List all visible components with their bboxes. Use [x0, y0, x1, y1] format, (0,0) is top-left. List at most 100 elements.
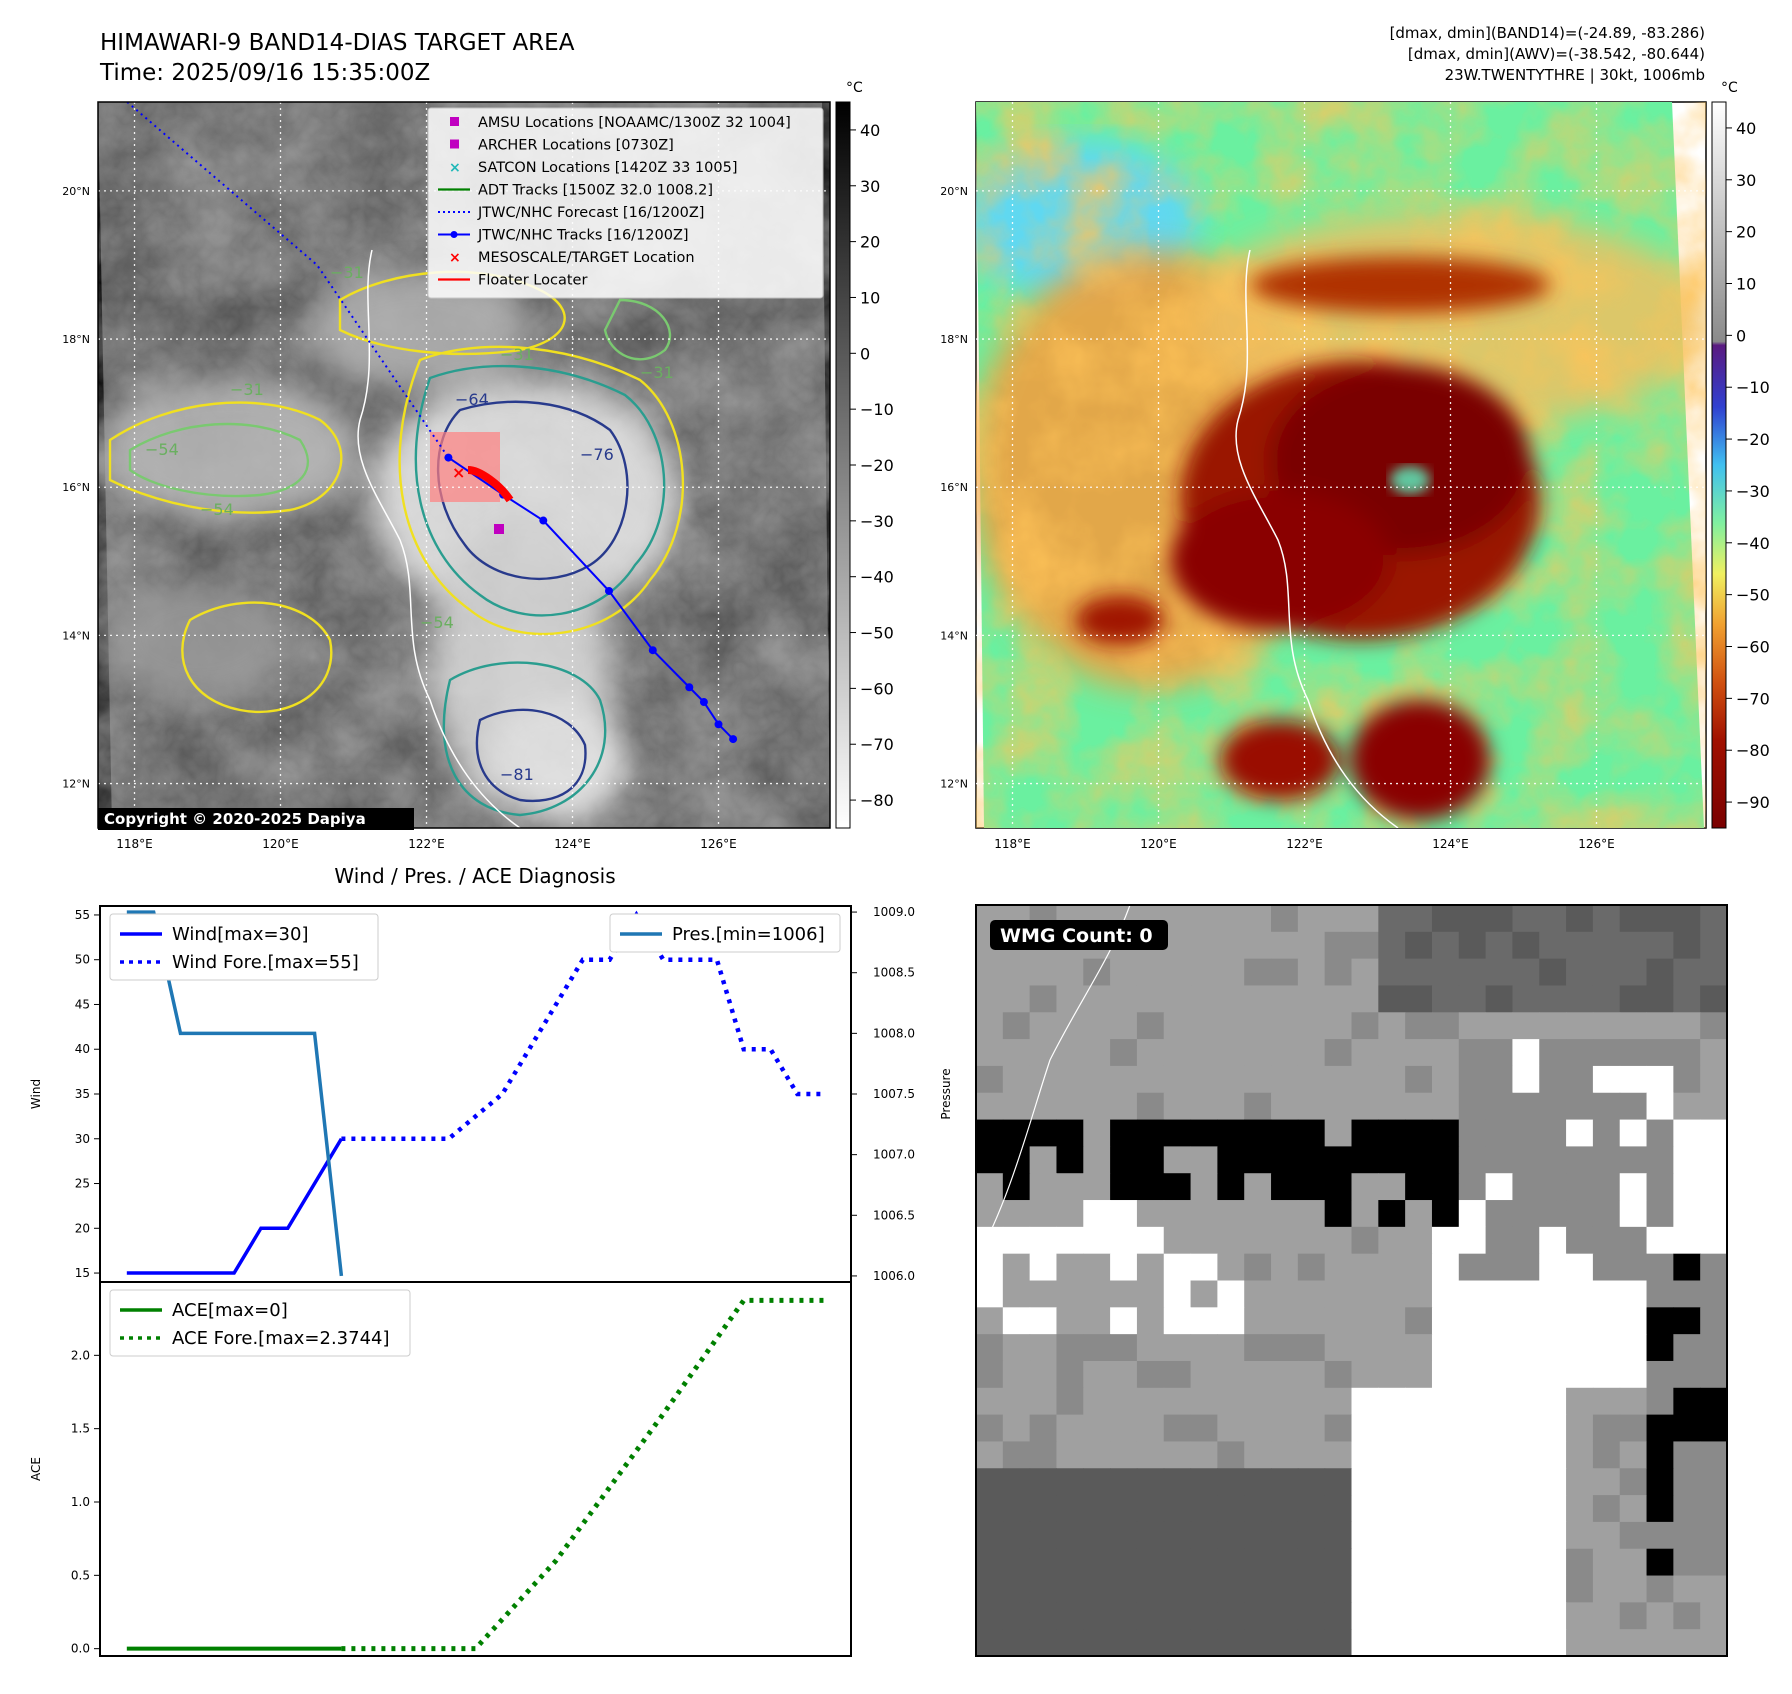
wmg-cell	[1190, 1200, 1218, 1228]
wmg-cell	[1458, 1387, 1487, 1416]
legend-label: MESOSCALE/TARGET Location	[478, 250, 695, 266]
wmg-cell	[1485, 1468, 1513, 1496]
wmg-cell	[1271, 1146, 1299, 1174]
wmg-cell	[1351, 1414, 1379, 1442]
wmg-cell	[976, 1521, 1004, 1550]
wmg-cell	[1646, 1441, 1674, 1469]
wmg-cell	[1271, 1065, 1299, 1094]
cbar-tick-label: 20	[860, 233, 880, 252]
wmg-cell	[1029, 1360, 1057, 1389]
wmg-cell	[1539, 1280, 1567, 1308]
wmg-cell	[1646, 1226, 1674, 1255]
wmg-cell	[1431, 1548, 1460, 1577]
wmg-cell	[1110, 1226, 1138, 1255]
wmg-cell	[1110, 1092, 1138, 1121]
wmg-cell	[1190, 1307, 1218, 1335]
wmg-cell	[1351, 1521, 1379, 1550]
wmg-cell	[976, 1387, 1004, 1416]
wmg-cell	[1700, 1575, 1727, 1603]
wmg-cell	[976, 1495, 1004, 1523]
wmg-cell	[1324, 1360, 1352, 1389]
stats-band14: [dmax, dmin](BAND14)=(-24.89, -83.286)	[1390, 24, 1705, 42]
wmg-cell	[1136, 1065, 1165, 1094]
wmg-cell	[1378, 1146, 1406, 1174]
wmg-cell	[1029, 1280, 1057, 1308]
wmg-cell	[1297, 1629, 1326, 1656]
cbar-tick-label: 40	[1736, 119, 1756, 138]
wmg-cell	[1619, 1253, 1648, 1281]
ir-lon-label: 126°E	[700, 837, 737, 851]
wmg-cell	[1566, 1119, 1594, 1147]
wmg-cell	[1110, 1334, 1138, 1362]
contour-label: −54	[145, 440, 179, 459]
wmg-cell	[1190, 1334, 1218, 1362]
cbar-tick-label: 10	[860, 288, 880, 307]
pressure-axis-tick-label: 1007.0	[873, 1148, 915, 1162]
wmg-cell	[1566, 1441, 1594, 1469]
wmg-cell	[1539, 1602, 1567, 1630]
wmg-cell	[1297, 1146, 1326, 1174]
wmg-cell	[1297, 1575, 1326, 1603]
cbar-tick-label: −70	[1736, 689, 1770, 708]
wmg-cell	[1592, 1575, 1621, 1603]
jtwc-track-point	[685, 683, 694, 692]
wmg-cell	[1673, 1173, 1701, 1201]
wmg-cell	[1512, 1092, 1540, 1121]
wmg-cell	[1244, 958, 1272, 986]
wmg-cell	[1163, 1548, 1192, 1577]
wmg-cell	[1110, 1468, 1138, 1496]
wmg-cell	[1458, 1065, 1487, 1094]
wmg-cell	[1324, 1253, 1352, 1281]
wmg-cell	[1136, 1307, 1165, 1335]
wmg-cell	[1110, 1173, 1138, 1201]
wmg-cell	[1002, 1146, 1031, 1174]
wmg-cell	[1592, 1468, 1621, 1496]
wmg-cell	[1271, 1119, 1299, 1147]
wmg-cell	[976, 1360, 1004, 1389]
wmg-cell	[1136, 1575, 1165, 1603]
wmg-cell	[1163, 1602, 1192, 1630]
wmg-cell	[1405, 1226, 1433, 1255]
wmg-cell	[1458, 985, 1487, 1013]
stats-awv: [dmax, dmin](AWV)=(-38.542, -80.644)	[1408, 45, 1705, 63]
wmg-cell	[1002, 1602, 1031, 1630]
wmg-cell	[1029, 1334, 1057, 1362]
legend-swatch	[450, 117, 459, 126]
wmg-cell	[1271, 1334, 1299, 1362]
wmg-cell	[1217, 1119, 1245, 1147]
wmg-cell	[1458, 1548, 1487, 1577]
wmg-cell	[1485, 1173, 1513, 1201]
legend-label: SATCON Locations [1420Z 33 1005]	[478, 160, 737, 176]
wmg-cell	[1458, 1468, 1487, 1496]
wmg-cell	[1324, 1173, 1352, 1201]
ace-axis-tick-label: 0.0	[71, 1642, 90, 1656]
wmg-cell	[1431, 1173, 1460, 1201]
wmg-cell	[1431, 1039, 1460, 1067]
wmg-cell	[1512, 1548, 1540, 1577]
wmg-cell	[1029, 985, 1057, 1013]
wmg-cell	[976, 1200, 1004, 1228]
wmg-cell	[1244, 1629, 1272, 1656]
cbar-tick-label: −70	[860, 735, 894, 754]
wmg-cell	[1271, 1253, 1299, 1281]
wmg-cell	[1351, 1387, 1379, 1416]
wmg-cell	[1619, 1280, 1648, 1308]
wmg-cell	[1700, 905, 1727, 933]
wmg-cell	[1646, 1414, 1674, 1442]
wmg-cell	[1619, 1629, 1648, 1656]
wmg-cell	[1217, 958, 1245, 986]
wmg-cell	[1351, 1360, 1379, 1389]
wmg-cell	[976, 1468, 1004, 1496]
wmg-cell	[1512, 1602, 1540, 1630]
wmg-cell	[976, 1012, 1004, 1040]
wmg-cell	[1566, 1307, 1594, 1335]
legend-label: JTWC/NHC Forecast [16/1200Z]	[477, 205, 704, 221]
wmg-cell	[1431, 905, 1460, 933]
wmg-cell	[1163, 1119, 1192, 1147]
wmg-cell	[1458, 1307, 1487, 1335]
wmg-cell	[1029, 1414, 1057, 1442]
wmg-cell	[1539, 1039, 1567, 1067]
wmg-cell	[1539, 1629, 1567, 1656]
wmg-cell	[1083, 1602, 1111, 1630]
wmg-cell	[1700, 1387, 1727, 1416]
